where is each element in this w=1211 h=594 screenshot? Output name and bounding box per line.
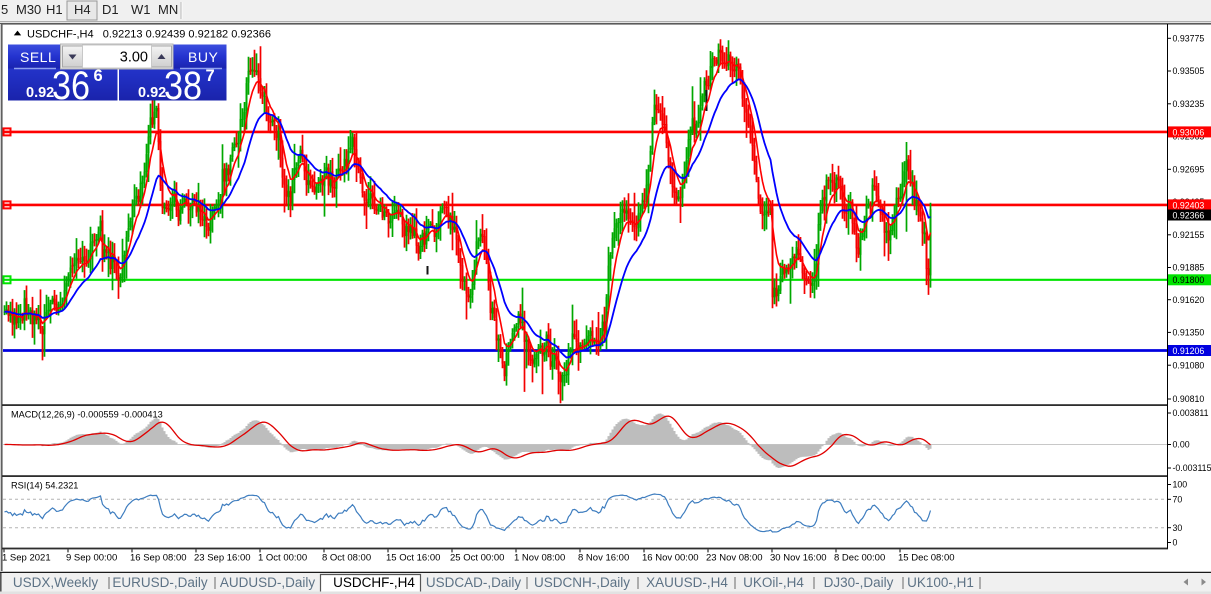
svg-text:9 Sep 00:00: 9 Sep 00:00 [66,553,117,564]
svg-text:USDX,Weekly: USDX,Weekly [13,575,99,590]
svg-text:100: 100 [1173,480,1188,490]
svg-text:0.003811: 0.003811 [1173,408,1209,418]
svg-text:0.93235: 0.93235 [1173,99,1205,109]
svg-text:0.91206: 0.91206 [1173,346,1205,356]
svg-text:25 Oct 00:00: 25 Oct 00:00 [450,553,504,564]
svg-text:0.92366: 0.92366 [1173,210,1205,220]
svg-text:0.90810: 0.90810 [1173,394,1205,404]
svg-text:38: 38 [164,64,202,108]
svg-text:BUY: BUY [188,49,218,65]
svg-text:RSI(14) 54.2321: RSI(14) 54.2321 [11,481,78,491]
svg-text:1 Oct 00:00: 1 Oct 00:00 [258,553,307,564]
svg-text:23 Sep 16:00: 23 Sep 16:00 [194,553,251,564]
svg-text:0.91800: 0.91800 [1173,275,1205,285]
svg-text:UK100-,H1: UK100-,H1 [907,575,974,590]
svg-text:DJ30-,Daily: DJ30-,Daily [824,575,894,590]
svg-text:16 Nov 00:00: 16 Nov 00:00 [642,553,699,564]
svg-text:0.92: 0.92 [138,85,166,101]
svg-text:0.91350: 0.91350 [1173,328,1205,338]
svg-text:H1: H1 [46,2,63,17]
svg-text:AUDUSD-,Daily: AUDUSD-,Daily [220,575,316,590]
svg-text:23 Nov 08:00: 23 Nov 08:00 [706,553,763,564]
svg-text:SELL: SELL [20,49,56,65]
svg-text:8 Nov 16:00: 8 Nov 16:00 [578,553,629,564]
svg-text:6: 6 [94,67,103,85]
svg-text:0.93775: 0.93775 [1173,34,1205,44]
svg-text:0: 0 [1173,538,1178,548]
svg-text:M30: M30 [16,2,41,17]
svg-text:0.92: 0.92 [26,85,54,101]
svg-text:1 Sep 2021: 1 Sep 2021 [2,553,51,564]
svg-text:EURUSD-,Daily: EURUSD-,Daily [112,575,208,590]
svg-text:UKOil-,H4: UKOil-,H4 [743,575,804,590]
svg-text:15 Dec 08:00: 15 Dec 08:00 [898,553,955,564]
svg-text:0.91620: 0.91620 [1173,295,1205,305]
svg-text:0.91885: 0.91885 [1173,263,1205,273]
svg-text:H4: H4 [74,2,91,17]
svg-text:W1: W1 [131,2,151,17]
svg-text:30 Nov 16:00: 30 Nov 16:00 [770,553,827,564]
svg-text:15 Oct 16:00: 15 Oct 16:00 [386,553,440,564]
svg-text:7: 7 [206,67,215,85]
svg-text:1 Nov 08:00: 1 Nov 08:00 [514,553,565,564]
svg-text:8 Oct 08:00: 8 Oct 08:00 [322,553,371,564]
svg-text:0.91080: 0.91080 [1173,360,1205,370]
svg-text:0.00: 0.00 [1173,440,1190,450]
svg-text:0.92155: 0.92155 [1173,230,1205,240]
svg-text:36: 36 [52,64,90,108]
svg-text:USDCHF-,H4: USDCHF-,H4 [333,575,415,590]
svg-text:0.93006: 0.93006 [1173,127,1205,137]
svg-text:0.93505: 0.93505 [1173,66,1205,76]
svg-text:16 Sep 08:00: 16 Sep 08:00 [130,553,187,564]
svg-text:3.00: 3.00 [120,50,148,66]
svg-text:D1: D1 [102,2,119,17]
svg-text:MACD(12,26,9) -0.000559 -0.000: MACD(12,26,9) -0.000559 -0.000413 [11,410,163,420]
svg-text:USDCAD-,Daily: USDCAD-,Daily [426,575,522,590]
svg-text:5: 5 [1,2,8,17]
svg-text:70: 70 [1173,495,1183,505]
svg-text:XAUUSD-,H4: XAUUSD-,H4 [646,575,728,590]
svg-text:USDCHF-,H4 0.92213 0.92439 0: USDCHF-,H4 0.92213 0.92439 0.92182 0.923… [27,29,271,41]
svg-text:30: 30 [1173,523,1183,533]
svg-text:USDCNH-,Daily: USDCNH-,Daily [534,575,630,590]
svg-text:8 Dec 00:00: 8 Dec 00:00 [834,553,885,564]
svg-text:0.92403: 0.92403 [1173,200,1205,210]
svg-text:0.92695: 0.92695 [1173,165,1205,175]
svg-text:MN: MN [158,2,178,17]
svg-text:-0.003115: -0.003115 [1173,463,1211,473]
